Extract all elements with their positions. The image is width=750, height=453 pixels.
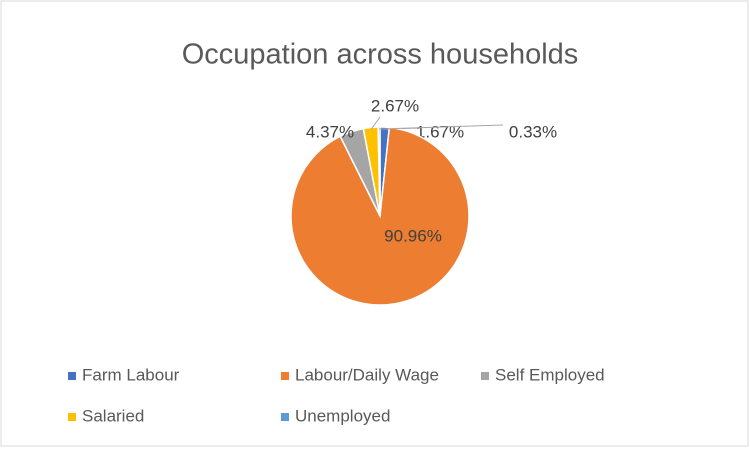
legend-marker [281, 413, 289, 421]
leader-line [379, 124, 504, 130]
legend-marker [481, 372, 489, 380]
pie-slice [290, 126, 470, 306]
legend-label: Labour/Daily Wage [295, 365, 439, 384]
data-label: 4.37% [306, 122, 354, 141]
legend-label: Farm Labour [82, 365, 180, 384]
legend-label: Salaried [82, 406, 144, 425]
leader-line [370, 116, 381, 130]
pie-slice [377, 126, 381, 217]
legend-label: Unemployed [295, 406, 390, 425]
data-label: 90.96% [384, 226, 442, 245]
leader-line [351, 133, 354, 141]
data-label: 0.33% [509, 122, 557, 141]
legend-label: Self Employed [495, 365, 605, 384]
legend-marker [281, 372, 289, 380]
legend-marker [68, 372, 76, 380]
data-label: 2.67% [371, 96, 419, 115]
chart-title: Occupation across households [182, 39, 579, 71]
legend-marker [68, 413, 76, 421]
